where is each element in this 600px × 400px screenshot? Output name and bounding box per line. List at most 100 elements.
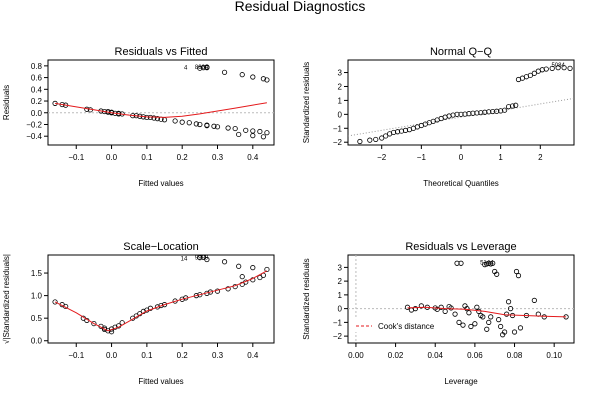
scaleloc-annotation: 14 [181, 257, 188, 263]
scaleloc-point [207, 289, 214, 295]
scaleloc-point [236, 263, 242, 269]
leverage-point [442, 308, 448, 314]
qq-ylabel: Standardized residuals [302, 62, 311, 143]
leverage-point [496, 317, 502, 323]
scaleloc-point [101, 326, 108, 333]
qq-point [474, 110, 480, 116]
qq-xtick-label: −2 [377, 153, 387, 162]
leverage-point [517, 325, 524, 331]
leverage-point [490, 260, 496, 266]
leverage-point [480, 314, 486, 320]
qq-qq-line [347, 97, 575, 137]
leverage-point [488, 314, 494, 320]
scaleloc-point [197, 292, 203, 298]
qq-point [561, 65, 567, 71]
leverage-xtick-label: 0.04 [427, 351, 443, 360]
leverage-point [513, 268, 520, 275]
leverage-frame [347, 254, 575, 344]
resfit-title: Residuals vs Fitted [115, 46, 208, 58]
resfit-ytick-label: −0.4 [26, 132, 42, 141]
resfit-point [250, 74, 256, 80]
qq-point [502, 107, 508, 113]
qq-annotation: 5084 [551, 63, 565, 69]
scaleloc-smooth-line [54, 270, 268, 332]
resfit-xtick-label: −0.1 [68, 153, 84, 162]
resfit-point [225, 125, 231, 131]
resfit-point [214, 124, 221, 130]
scaleloc-ytick-label: 0.5 [31, 314, 43, 323]
qq-point [383, 133, 389, 139]
leverage-title: Residuals vs Leverage [405, 241, 516, 253]
leverage-point [484, 326, 490, 332]
leverage-point [472, 321, 478, 327]
resfit-ytick-label: 0.6 [31, 74, 43, 83]
scaleloc-xtick-label: 0.1 [141, 351, 153, 360]
resfit-point [197, 65, 203, 71]
scaleloc-point [225, 286, 231, 292]
leverage-xtick-label: 0.00 [348, 351, 364, 360]
leverage-xtick-label: 0.08 [507, 351, 523, 360]
resfit-ylabel: Residuals [2, 85, 11, 120]
resfit-point [151, 115, 157, 121]
qq-point [490, 108, 496, 115]
leverage-smooth-line [407, 306, 567, 318]
qq-point [494, 108, 500, 114]
qq-point [478, 110, 484, 116]
scaleloc-point [239, 281, 245, 287]
resfit-point [264, 130, 270, 136]
resfit-point [186, 120, 192, 126]
leverage-point [466, 310, 472, 316]
resfit-point [179, 119, 185, 125]
leverage-xtick-label: 0.10 [546, 351, 562, 360]
resfit-ytick-label: 0.8 [31, 62, 43, 71]
leverage-legend-label: Cook's distance [378, 322, 435, 331]
leverage-point [494, 271, 500, 277]
qq-point [549, 65, 555, 71]
resfit-xtick-label: 0.2 [177, 153, 189, 162]
resfit-ytick-label: 0.4 [31, 85, 43, 94]
resfit-point [250, 128, 256, 134]
qq-point [482, 109, 488, 115]
leverage-point [404, 304, 411, 310]
leverage-xtick-label: 0.06 [467, 351, 483, 360]
leverage-ytick-label: 2 [338, 277, 343, 286]
leverage-point [502, 329, 508, 335]
main-title: Residual Diagnostics [235, 0, 366, 14]
resfit-frame [47, 59, 275, 146]
resfit-ytick-label: −0.2 [26, 120, 42, 129]
qq-point [555, 65, 561, 71]
qq-point [357, 138, 363, 145]
leverage-legend-box [352, 318, 448, 332]
resfit-point [204, 64, 210, 70]
resfit-point [172, 118, 178, 124]
scaleloc-point [193, 293, 199, 299]
resfit-point [257, 128, 263, 135]
qq-point [531, 70, 537, 76]
qq-point [373, 136, 379, 143]
resfit-point [200, 65, 206, 71]
scaleloc-ytick-label: 1.5 [31, 269, 43, 278]
leverage-panel: Residuals vs Leverage Leverage Standardize… [302, 241, 575, 386]
qq-point [458, 111, 464, 117]
resfit-point [221, 69, 228, 75]
leverage-point [531, 297, 537, 303]
qq-point [470, 110, 476, 116]
leverage-point [418, 303, 424, 309]
resfit-xtick-label: 0.4 [247, 153, 259, 162]
qq-point [454, 111, 460, 117]
scaleloc-point [204, 256, 210, 263]
qq-ytick-label: 1 [338, 96, 343, 105]
qq-point [527, 72, 533, 78]
leverage-point [498, 323, 504, 330]
resfit-panel: Residuals vs Fitted Fitted values Residual… [2, 46, 275, 188]
leverage-point [486, 319, 492, 325]
resfit-point [243, 127, 249, 133]
qq-point [486, 109, 492, 115]
scaleloc-xtick-label: −0.1 [68, 351, 84, 360]
leverage-ytick-label: 3 [338, 263, 343, 272]
resfit-annotation: 4 [184, 66, 188, 72]
resfit-xtick-label: 0.3 [212, 153, 224, 162]
qq-ytick-label: −1 [333, 124, 343, 133]
scaleloc-point [91, 320, 97, 327]
resfit-ytick-label: 0.0 [31, 109, 43, 118]
